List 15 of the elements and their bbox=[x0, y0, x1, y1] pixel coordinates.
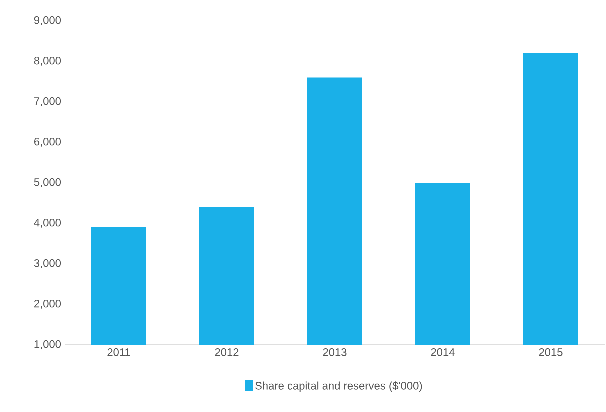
x-tick-label: 2013 bbox=[323, 348, 347, 356]
y-tick-label: 7,000 bbox=[34, 97, 62, 107]
y-tick-label: 3,000 bbox=[34, 259, 62, 269]
x-tick-label: 2012 bbox=[215, 348, 239, 356]
x-tick-label: 2015 bbox=[539, 348, 563, 356]
y-tick-label: 1,000 bbox=[34, 340, 62, 350]
y-tick-label: 4,000 bbox=[34, 218, 62, 228]
x-tick-label: 2014 bbox=[431, 348, 455, 356]
legend-label: Share capital and reserves ($'000) bbox=[256, 382, 422, 392]
y-tick-label: 5,000 bbox=[34, 178, 62, 188]
y-tick-label: 6,000 bbox=[34, 138, 62, 148]
x-tick-label: 2011 bbox=[108, 348, 130, 356]
y-tick-label: 2,000 bbox=[34, 300, 62, 310]
y-tick-label: 8,000 bbox=[34, 56, 62, 66]
y-tick-label: 9,000 bbox=[34, 16, 62, 26]
